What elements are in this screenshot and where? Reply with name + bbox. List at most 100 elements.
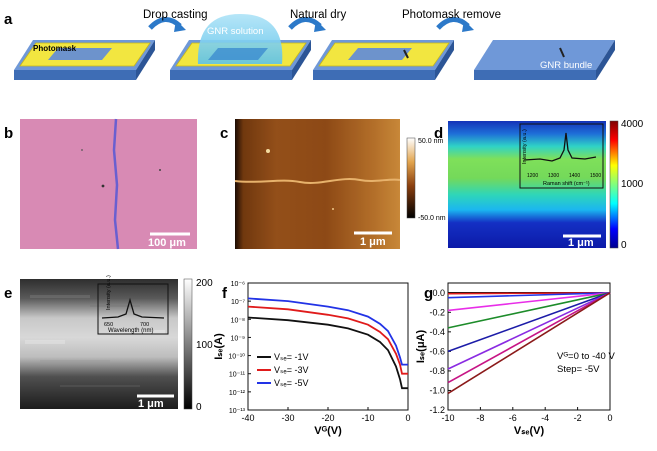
y-tick-label: 0.0 (432, 288, 445, 298)
inset-xlabel: Wavelength (nm) (108, 328, 153, 334)
scale-bar-label: 1 μm (138, 398, 164, 410)
panel-label: g (424, 285, 433, 302)
y-tick-label: 10⁻¹³ (229, 408, 246, 415)
substrate-with-solution: GNR solution (170, 14, 311, 80)
raman-inset (519, 123, 604, 189)
series-line (247, 316, 408, 390)
annotation: Vᴳ=0 to -40 V (557, 351, 615, 362)
series-line (447, 292, 611, 370)
y-tick-label: -1.2 (429, 405, 445, 415)
y-tick-label: -0.8 (429, 366, 445, 376)
panel-label: b (4, 125, 13, 142)
colorbar-bottom-label: -50.0 nm (418, 215, 446, 222)
inset-xtick: 1400 (569, 173, 580, 179)
x-tick-label: -2 (574, 413, 582, 423)
series-line (447, 292, 611, 312)
y-tick-label: 10⁻¹¹ (229, 372, 246, 379)
colorbar-tick: 100 (196, 340, 213, 351)
inset-xtick: 1300 (548, 173, 559, 179)
chart-f: -40 -30 -20 -10 0 10⁻¹³ 10⁻¹² 10⁻¹¹ 10⁻¹⁰ 10⁻⁹ 10⁻… (213, 281, 411, 437)
series-line (447, 292, 611, 353)
arrow-head (462, 20, 474, 32)
inset-ylabel: Intensity (a.u.) (522, 129, 528, 164)
scale-bar-label: 100 μm (148, 237, 186, 249)
particle (101, 184, 105, 188)
gnr-bundle-mark (403, 49, 409, 59)
optical-image (20, 119, 197, 249)
inset-xtick: 700 (140, 322, 149, 328)
series-line (247, 305, 408, 375)
legend-label: Vₛₑ= -3V (274, 365, 308, 375)
panel-a: a Photomask Drop casting GNR solution N (4, 9, 615, 80)
colorbar-tick: 0 (196, 402, 202, 413)
arrow-head (314, 20, 326, 32)
afm-image (235, 119, 400, 249)
panel-label: d (434, 125, 443, 142)
y-tick-label: -0.4 (429, 327, 445, 337)
substrate-final: GNR bundle (474, 40, 615, 80)
series-line (447, 292, 611, 299)
step-label: Natural dry (290, 9, 346, 21)
x-tick-label: -30 (281, 413, 294, 423)
arrow-head (174, 20, 186, 32)
x-tick-label: -10 (361, 413, 374, 423)
panel-d: d Intensity (a.u.) 1200 1300 1400 1500 R… (434, 119, 644, 251)
inset-xtick: 1500 (590, 173, 601, 179)
pl-inset (97, 283, 169, 335)
series-line (447, 292, 611, 384)
x-tick-label: -10 (441, 413, 454, 423)
substrate-dried (313, 40, 454, 80)
scale-bar-label: 1 μm (568, 237, 594, 249)
series-line (447, 292, 611, 329)
panel-e: e Intensity (a.u.) 650 700 Wavelength (n… (4, 275, 213, 413)
gnr-bundle-mark (559, 47, 565, 58)
colorbar-tick: 1000 (621, 179, 644, 190)
colorbar-tick: 0 (621, 240, 627, 251)
panel-c: c 1 μm 50.0 nm -50.0 nm (220, 119, 446, 249)
x-tick-label: -8 (476, 413, 484, 423)
colorbar (609, 120, 619, 249)
chart-g: -10 -8 -6 -4 -2 0 0.0 -0.2 -0.4 -0.6 -0.8 -1.0 -1.2 V… (415, 282, 613, 437)
colorbar-top-label: 50.0 nm (418, 138, 443, 145)
panel-label: f (222, 285, 228, 302)
inset-xtick: 650 (104, 322, 113, 328)
y-tick-label: 10⁻⁸ (231, 317, 245, 324)
raman-map (448, 121, 606, 248)
annotation: Step= -5V (557, 364, 600, 375)
x-axis-label: Vᴳ(V) (314, 425, 342, 437)
scale-bar-label: 1 μm (360, 236, 386, 248)
series-line (447, 292, 611, 395)
pl-spectrum (101, 297, 165, 319)
raman-spectrum (523, 132, 597, 162)
x-tick-label: -6 (509, 413, 517, 423)
panel-g: g -10 -8 -6 -4 -2 0 0.0 -0.2 -0.4 -0.6 -0.8 -1.0 -1.… (415, 282, 615, 437)
y-tick-label: 10⁻¹⁰ (228, 353, 245, 361)
panel-label: e (4, 285, 12, 302)
y-tick-label: 10⁻⁹ (231, 335, 245, 342)
series-line (247, 297, 408, 366)
particle (332, 208, 334, 210)
particle (266, 149, 270, 153)
panel-b: b 100 μm (4, 118, 197, 250)
y-axis-label: Iₛₑ(A) (213, 333, 225, 360)
x-tick-label: -40 (241, 413, 254, 423)
x-tick-label: -4 (541, 413, 549, 423)
gnr-bundle-line (234, 178, 401, 184)
panel-label: a (4, 11, 13, 28)
y-tick-label: -0.2 (429, 307, 445, 317)
legend-label: Vₛₑ= -1V (274, 352, 308, 362)
step-label: Drop casting (143, 9, 208, 21)
y-tick-label: 10⁻⁷ (231, 299, 245, 306)
y-tick-label: -0.6 (429, 346, 445, 356)
particle (159, 169, 161, 171)
gnr-bundle-line (112, 118, 120, 250)
y-axis-label: Iₛₑ(μA) (415, 330, 427, 364)
legend-label: Vₛₑ= -5V (274, 378, 308, 388)
colorbar-tick: 4000 (621, 119, 644, 130)
inset-xlabel: Raman shift (cm⁻¹) (543, 181, 590, 187)
pl-noise (25, 295, 165, 387)
gnr-bundle-label: GNR bundle (540, 60, 592, 71)
x-tick-label: -20 (321, 413, 334, 423)
inset-ylabel: Intensity (a.u.) (106, 275, 112, 310)
